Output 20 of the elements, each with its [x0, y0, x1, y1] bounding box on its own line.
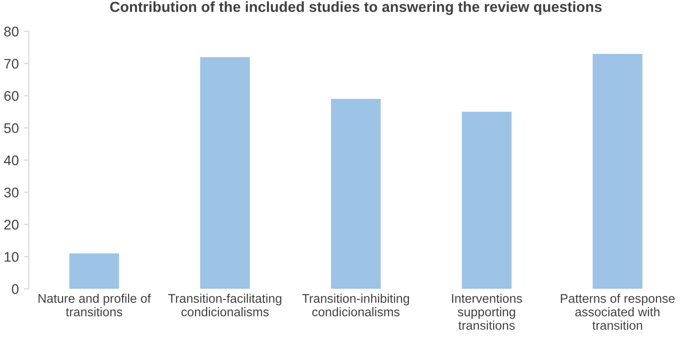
y-tick-label: 0 [12, 284, 19, 294]
x-tick-label: Transition-facilitating condicionalisms [168, 294, 282, 316]
chart-title: Contribution of the included studies to answering the review questions [110, 1, 602, 15]
y-tick-label: 10 [4, 252, 19, 262]
bar [331, 98, 381, 289]
y-tick-label: 60 [4, 91, 19, 101]
y-tick-label: 30 [4, 188, 19, 198]
bar [200, 57, 250, 289]
y-tick-label: 50 [4, 123, 19, 134]
x-tick-label: Patterns of response associated with transition [560, 294, 675, 330]
bar [592, 54, 642, 289]
bar [69, 253, 120, 289]
y-tick-label: 70 [4, 58, 19, 69]
bar [462, 112, 512, 289]
x-tick-label: Transition-inhibiting condicionalisms [302, 294, 410, 316]
y-tick-label: 80 [4, 26, 19, 36]
y-tick-label: 20 [4, 220, 19, 230]
y-tick-label: 40 [4, 155, 19, 166]
x-tick-label: Interventions supporting transitions [452, 294, 522, 330]
x-tick-label: Nature and profile of transitions [38, 294, 151, 316]
